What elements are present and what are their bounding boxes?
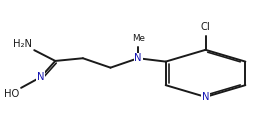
Text: N: N [37, 72, 44, 82]
Text: Me: Me [132, 34, 144, 43]
Text: Cl: Cl [201, 22, 210, 32]
Text: N: N [202, 92, 209, 102]
Text: N: N [134, 53, 142, 63]
Text: H₂N: H₂N [13, 39, 32, 49]
Text: HO: HO [4, 89, 19, 99]
